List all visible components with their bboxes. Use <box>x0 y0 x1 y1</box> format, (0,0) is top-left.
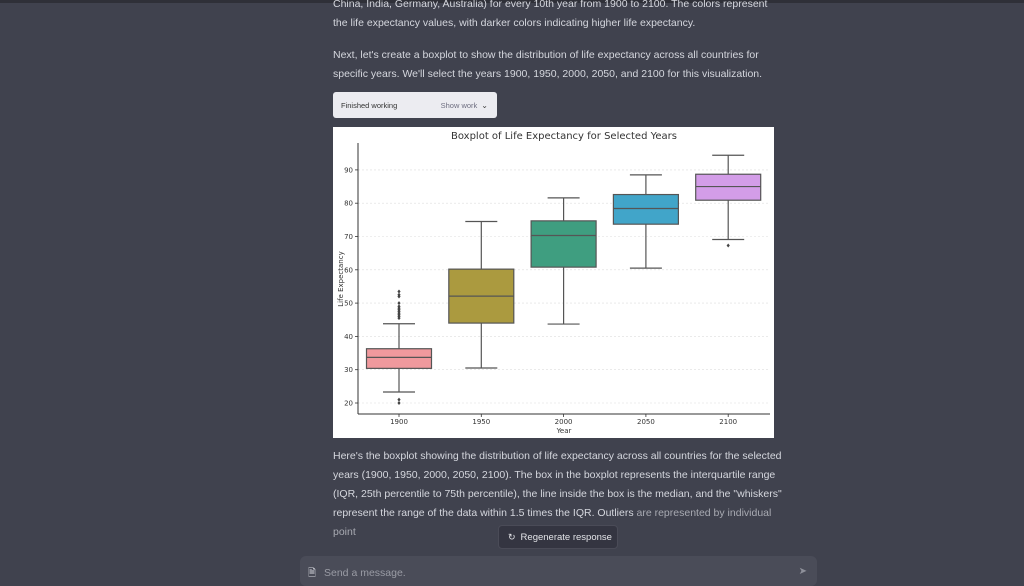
finished-working-panel[interactable]: Finished working Show work ⌄ <box>333 92 497 118</box>
composer: 🗎 ➤ <box>300 556 817 586</box>
show-work-button[interactable]: Show work <box>440 100 478 110</box>
refresh-icon: ↻ <box>508 531 516 542</box>
outlier-point <box>726 243 730 248</box>
box-2000 <box>530 220 597 268</box>
regenerate-label: Regenerate response <box>520 531 612 543</box>
x-tick-label: 2000 <box>555 418 573 426</box>
box-1900 <box>365 348 433 369</box>
assistant-message-outro: Here's the boxplot showing the distribut… <box>333 447 783 542</box>
message-input[interactable] <box>322 563 786 583</box>
x-tick-label: 1950 <box>472 418 490 426</box>
box-2100 <box>695 173 762 201</box>
chevron-down-icon[interactable]: ⌄ <box>481 100 488 110</box>
y-tick-label: 80 <box>344 200 353 208</box>
outlier-point <box>397 301 401 306</box>
chart-title: Boxplot of Life Expectancy for Selected … <box>451 131 677 142</box>
y-tick-label: 30 <box>344 366 353 374</box>
outlier-point <box>397 292 401 297</box>
top-bar <box>0 0 1024 3</box>
intro-line-2: the life expectancy values, with darker … <box>333 17 696 29</box>
y-tick-label: 70 <box>344 233 353 241</box>
y-tick-label: 50 <box>344 300 353 308</box>
regenerate-response-button[interactable]: ↻ Regenerate response <box>498 525 618 549</box>
send-icon[interactable]: ➤ <box>798 566 807 577</box>
outlier-point <box>397 397 401 402</box>
attach-file-icon[interactable]: 🗎 <box>308 568 317 579</box>
assistant-message-intro: China, India, Germany, Australia) for ev… <box>333 0 783 33</box>
x-tick-label: 1900 <box>390 418 408 426</box>
assistant-message-next: Next, let's create a boxplot to show the… <box>333 49 763 80</box>
y-tick-label: 90 <box>344 166 353 174</box>
outro-text: Here's the boxplot showing the distribut… <box>333 450 782 519</box>
box-2050 <box>612 193 679 225</box>
boxplot-chart: Boxplot of Life Expectancy for Selected … <box>333 127 774 438</box>
outlier-point <box>397 289 401 294</box>
y-tick-label: 20 <box>344 400 353 408</box>
x-tick-label: 2100 <box>719 418 737 426</box>
work-status: Finished working <box>341 100 398 110</box>
y-tick-label: 40 <box>344 333 353 341</box>
outlier-point <box>397 304 401 309</box>
boxplot-svg: Boxplot of Life Expectancy for Selected … <box>337 131 770 435</box>
y-tick-label: 60 <box>344 266 353 274</box>
x-axis-label: Year <box>556 427 572 435</box>
y-axis-label: Life Expectancy <box>337 251 345 306</box>
outlier-point <box>397 401 401 405</box>
outro-faded-text: are represented by individual point <box>333 507 772 538</box>
x-tick-label: 2050 <box>637 418 655 426</box>
intro-line-1: China, India, Germany, Australia) for ev… <box>333 0 768 10</box>
